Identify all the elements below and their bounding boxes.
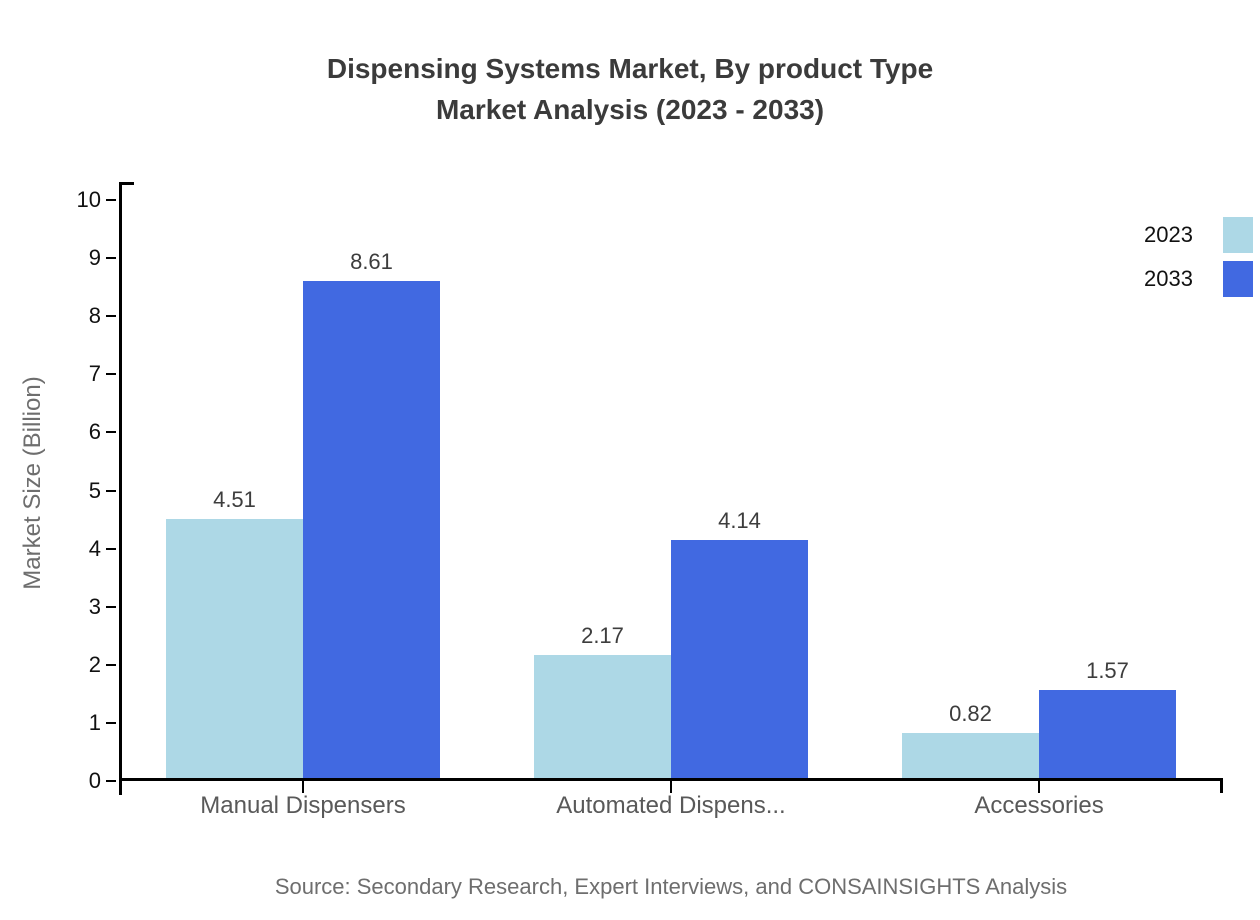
source-note: Source: Secondary Research, Expert Inter… [274, 874, 1068, 899]
bar-groups: 4.51 8.61 2.17 4.14 0.82 1.57 [119, 182, 1223, 793]
legend-item-2023: 2023 [1144, 217, 1253, 253]
y-axis-tick-label: 2 [88, 651, 101, 677]
x-axis-tick [670, 781, 672, 793]
y-axis-tick [106, 431, 116, 434]
y-axis-tick-label: 4 [88, 535, 101, 561]
y-axis-tick [106, 315, 116, 318]
bar-2023: 0.82 [902, 701, 1039, 781]
legend: 2023 2033 [1144, 217, 1253, 305]
y-axis-tick-label: 6 [88, 419, 101, 445]
x-axis-line [119, 778, 1223, 781]
y-axis-tick [106, 547, 116, 550]
bar-value-label: 4.14 [718, 508, 761, 534]
y-axis-title: Market Size (Billion) [19, 376, 46, 590]
bar-value-label: 0.82 [949, 701, 992, 727]
bar-value-label: 4.51 [213, 486, 256, 512]
y-axis-tick [106, 257, 116, 260]
y-axis-tick-label: 9 [88, 245, 101, 271]
y-axis-tick-label: 5 [88, 477, 101, 503]
bar-2033: 4.14 [671, 508, 808, 781]
bar-2023: 2.17 [534, 623, 671, 781]
chart-title: Dispensing Systems Market, By product Ty… [0, 48, 1260, 130]
chart-title-line-1: Dispensing Systems Market, By product Ty… [326, 53, 934, 84]
y-axis-tick-label: 7 [88, 361, 101, 387]
x-axis-category-label: Automated Dispens... [556, 792, 786, 819]
y-axis-tick-label: 8 [88, 303, 101, 329]
bar-group: 0.82 1.57 [855, 182, 1223, 793]
y-axis-tick [106, 721, 116, 724]
legend-label: 2023 [1144, 222, 1193, 247]
y-axis-tick [106, 489, 116, 492]
bar-value-label: 1.57 [1086, 657, 1129, 683]
legend-label: 2033 [1144, 266, 1193, 291]
bar-value-label: 8.61 [350, 248, 393, 274]
x-axis-tick [302, 781, 304, 793]
y-axis-line [119, 182, 122, 795]
chart-title-line-2: Market Analysis (2023 - 2033) [435, 94, 825, 125]
x-axis-tick [1038, 781, 1040, 793]
y-axis-tick [106, 663, 116, 666]
y-axis-tick [106, 605, 116, 608]
plot-area: 4.51 8.61 2.17 4.14 0.82 1.57 0 1 2 3 4 5 6 7 8 9 10 [77, 182, 1223, 795]
bar-2023: 4.51 [166, 487, 303, 781]
legend-item-2033: 2033 [1144, 261, 1253, 297]
bar-value-label: 2.17 [581, 622, 624, 648]
legend-swatch [1223, 261, 1253, 297]
bar-2033: 1.57 [1039, 658, 1176, 781]
y-axis-tick [106, 780, 116, 782]
y-axis-tick [106, 373, 116, 376]
y-axis-tick-label: 1 [88, 709, 101, 735]
y-axis-end-cap [119, 182, 134, 185]
y-axis-tick-label: 0 [88, 768, 101, 793]
bar-group: 4.51 8.61 [119, 182, 487, 793]
x-axis-category-label: Accessories [974, 792, 1104, 819]
y-axis-tick-label: 10 [76, 187, 101, 212]
bar-2033: 8.61 [303, 249, 440, 781]
y-axis-tick-label: 3 [88, 593, 101, 619]
bar-group: 2.17 4.14 [487, 182, 855, 793]
legend-swatch [1223, 217, 1253, 253]
x-axis-labels: Manual Dispensers Automated Dispens... Acc… [119, 792, 1223, 820]
y-axis-tick [106, 199, 116, 201]
x-axis-category-label: Manual Dispensers [200, 792, 406, 819]
x-axis-end-cap [1220, 781, 1223, 793]
